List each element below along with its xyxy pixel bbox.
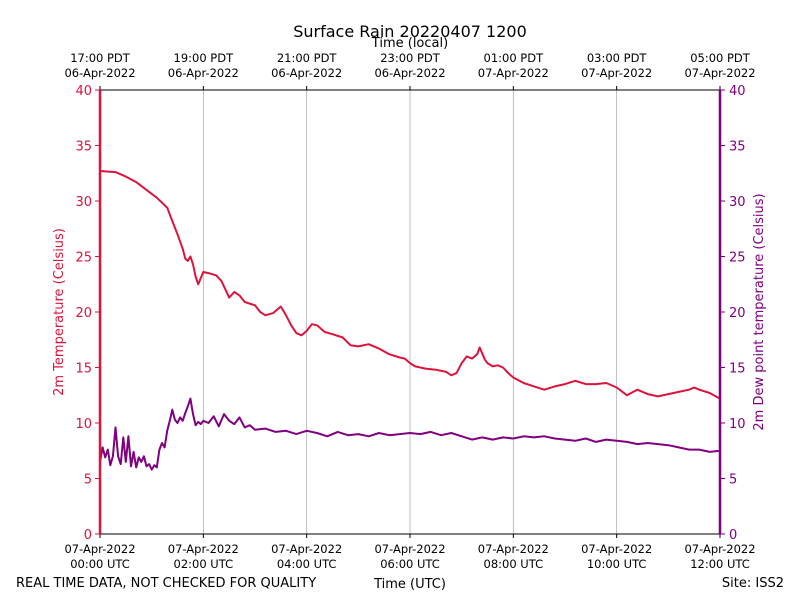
top-tick-date: 06-Apr-2022 — [374, 66, 445, 80]
bottom-tick-date: 07-Apr-2022 — [581, 542, 652, 556]
left-tick-label: 15 — [75, 362, 92, 377]
quality-disclaimer: REAL TIME DATA, NOT CHECKED FOR QUALITY — [16, 576, 316, 591]
top-tick-date: 06-Apr-2022 — [271, 66, 342, 80]
left-tick-label: 10 — [75, 417, 92, 432]
left-tick-label: 0 — [84, 528, 92, 543]
top-tick-time: 05:00 PDT — [690, 51, 751, 65]
series-layer — [99, 170, 721, 471]
top-tick-date: 06-Apr-2022 — [168, 66, 239, 80]
bottom-tick-time: 12:00 UTC — [690, 557, 750, 571]
bottom-tick-date: 07-Apr-2022 — [374, 542, 445, 556]
bottom-tick-time: 00:00 UTC — [70, 557, 130, 571]
right-tick-label: 40 — [729, 84, 746, 99]
bottom-tick-time: 06:00 UTC — [380, 557, 440, 571]
top-tick-date: 07-Apr-2022 — [684, 66, 755, 80]
bottom-tick-date: 07-Apr-2022 — [64, 542, 135, 556]
left-tick-label: 40 — [75, 84, 92, 99]
series-line-2m-temperature — [99, 170, 721, 400]
grid-lines — [202, 90, 618, 534]
top-tick-date: 07-Apr-2022 — [581, 66, 652, 80]
left-tick-label: 25 — [75, 251, 92, 266]
right-tick-label: 15 — [729, 362, 746, 377]
top-tick-date: 06-Apr-2022 — [64, 66, 135, 80]
right-tick-label: 35 — [729, 140, 746, 155]
bottom-tick-time: 02:00 UTC — [174, 557, 234, 571]
top-tick-time: 19:00 PDT — [174, 51, 235, 65]
top-tick-time: 03:00 PDT — [587, 51, 648, 65]
right-tick-label: 10 — [729, 417, 746, 432]
left-tick-label: 5 — [84, 473, 92, 488]
chart-title: Surface Rain 20220407 1200 — [293, 22, 527, 41]
right-y-axis: 0 5 10 15 20 25 30 35 40 — [720, 84, 746, 543]
right-tick-label: 30 — [729, 195, 746, 210]
bottom-tick-date: 07-Apr-2022 — [478, 542, 549, 556]
bottom-tick-date: 07-Apr-2022 — [684, 542, 755, 556]
right-tick-label: 5 — [729, 473, 737, 488]
bottom-tick-time: 10:00 UTC — [587, 557, 647, 571]
bottom-tick-date: 07-Apr-2022 — [168, 542, 239, 556]
top-tick-time: 21:00 PDT — [277, 51, 338, 65]
top-tick-time: 17:00 PDT — [70, 51, 131, 65]
left-y-axis: 0 5 10 15 20 25 30 35 40 — [75, 84, 100, 543]
top-tick-time: 01:00 PDT — [484, 51, 545, 65]
right-tick-label: 20 — [729, 306, 746, 321]
bottom-tick-time: 04:00 UTC — [277, 557, 337, 571]
bottom-tick-time: 08:00 UTC — [484, 557, 544, 571]
top-tick-time: 23:00 PDT — [380, 51, 441, 65]
y-axis-label-left: 2m Temperature (Celsius) — [52, 228, 67, 396]
top-axis-label: Time (local) — [371, 36, 448, 51]
left-tick-label: 20 — [75, 306, 92, 321]
y-axis-label-right: 2m Dew point temperature (Celsius) — [752, 193, 767, 430]
right-tick-label: 0 — [729, 528, 737, 543]
top-tick-date: 07-Apr-2022 — [478, 66, 549, 80]
left-tick-label: 30 — [75, 195, 92, 210]
x-axis-label: Time (UTC) — [373, 577, 446, 592]
site-label: Site: ISS2 — [722, 576, 784, 591]
bottom-tick-date: 07-Apr-2022 — [271, 542, 342, 556]
series-line-2m-dew-point-temperature — [99, 397, 721, 471]
right-tick-label: 25 — [729, 251, 746, 266]
left-tick-label: 35 — [75, 140, 92, 155]
